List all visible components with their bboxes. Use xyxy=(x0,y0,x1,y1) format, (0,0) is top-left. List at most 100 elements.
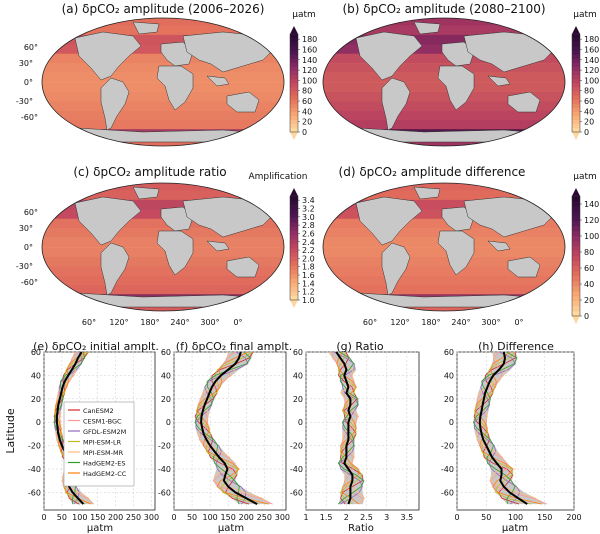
profile-panel-h: (h) Difference μatm 0 50 100 150 2006040200-… xyxy=(441,340,582,534)
colorbar-tick-label: 120 xyxy=(302,66,317,75)
colorbar-swatch xyxy=(572,266,580,272)
y-tick-label: -40 xyxy=(28,465,41,474)
colorbar-swatch xyxy=(290,291,298,296)
ocean-band xyxy=(323,91,565,102)
y-tick-label: -40 xyxy=(290,465,303,474)
map-panel-b: (b) δpCO₂ amplitude (2080–2100) 020 40608… xyxy=(322,2,599,147)
colorbar-swatch xyxy=(290,261,298,266)
continents xyxy=(42,186,276,308)
colorbar-tick-label: 140 xyxy=(584,56,599,65)
x-tick-label: 100 xyxy=(508,513,523,522)
colorbar-swatch xyxy=(572,256,580,262)
y-tick-label: 40 xyxy=(293,371,303,380)
x-tick-label: 0 xyxy=(454,513,459,522)
colorbar-tick-label: 1.4 xyxy=(302,279,315,288)
lat-tick: 60° xyxy=(24,43,38,52)
ocean-band xyxy=(42,275,284,286)
colorbar-swatch xyxy=(290,213,298,218)
x-axis-label: Ratio xyxy=(348,523,374,534)
lon-tick: 180° xyxy=(140,318,159,327)
colorbar-swatch xyxy=(290,217,298,223)
colorbar-swatch xyxy=(290,91,298,96)
y-tick-label: 20 xyxy=(293,395,303,404)
lon-tick: 240° xyxy=(170,318,189,327)
ocean-band xyxy=(323,82,565,92)
map-globe xyxy=(323,18,565,146)
x-axis-label: μatm xyxy=(218,523,244,534)
y-tick-label: -60 xyxy=(441,488,454,497)
colorbar-tick-label: 120 xyxy=(584,216,599,225)
ocean-band xyxy=(323,53,565,64)
colorbar-swatch xyxy=(290,46,298,51)
colorbar-swatch xyxy=(290,74,298,80)
profile-panel-g: (g) Ratio Ratio 1 1.5 2 2.5 3 3.5 60 40 20 0 -20 -4… xyxy=(290,340,420,534)
y-tick-label: -20 xyxy=(158,442,171,451)
lon-tick: 120° xyxy=(109,318,128,327)
colorbar-tick-label: 180 xyxy=(302,35,317,44)
globe-outline xyxy=(322,17,566,147)
colorbar-swatch xyxy=(572,83,580,88)
colorbar-tick-label: 2.4 xyxy=(302,238,315,247)
colorbar-swatch xyxy=(572,42,580,47)
colorbar-swatch xyxy=(290,278,298,283)
legend-item: HadGEM2-CC xyxy=(83,470,127,478)
ensemble-spread xyxy=(328,352,365,505)
colorbar-swatch xyxy=(290,66,298,72)
lat-tick: 0° xyxy=(24,78,33,87)
colorbar-swatch xyxy=(572,38,580,43)
colorbar-tick-label: 60 xyxy=(584,264,594,273)
colorbar-tick-label: 80 xyxy=(584,248,594,257)
y-tick-label: 0 xyxy=(36,418,41,427)
colorbar-swatch xyxy=(290,256,298,262)
map-panel-a: (a) δpCO₂ amplitude (2006–2026) 60° 30° … xyxy=(16,2,317,147)
map-title: (b) δpCO₂ amplitude (2080–2100) xyxy=(342,2,545,16)
colorbar-tick-label: 1.6 xyxy=(302,271,315,280)
map-panel-d: (d) δpCO₂ amplitude difference 60° 120° … xyxy=(322,165,599,327)
globe-outline xyxy=(41,182,285,312)
colorbar-tick-label: 1.8 xyxy=(302,263,315,272)
colorbar-swatch xyxy=(572,296,580,302)
colorbar-swatch xyxy=(290,123,298,129)
colorbar-swatch xyxy=(290,95,298,100)
land-mass xyxy=(355,31,423,81)
lon-tick: 0° xyxy=(514,318,523,327)
colorbar-tick-label: 3.2 xyxy=(302,204,315,213)
colorbar-tick-label: 1.0 xyxy=(302,296,315,305)
ocean-band xyxy=(323,110,565,121)
colorbar-swatch xyxy=(290,62,298,67)
x-tick-label: 50 xyxy=(57,513,67,522)
ocean-band xyxy=(42,284,284,295)
ocean-band xyxy=(42,265,284,276)
land-mass xyxy=(206,75,230,87)
map-panel-c: (c) δpCO₂ amplitude ratio 60° 30° 0° -30… xyxy=(16,165,315,327)
colorbar-swatch xyxy=(572,246,580,252)
ocean-band xyxy=(42,199,284,210)
colorbar-swatch xyxy=(572,46,580,51)
land-mass xyxy=(100,77,130,131)
colorbar-swatch xyxy=(572,271,580,277)
x-tick-label: 300 xyxy=(275,513,290,522)
x-tick-label: 50 xyxy=(481,513,491,522)
x-axis-label: μatm xyxy=(502,523,528,534)
y-tick-label: -60 xyxy=(290,488,303,497)
land-mass xyxy=(355,196,423,246)
y-tick-label: 20 xyxy=(444,395,454,404)
profile-title: (g) Ratio xyxy=(336,340,384,353)
colorbar-tick-label: 140 xyxy=(302,56,317,65)
land-mass xyxy=(487,240,511,252)
profile-panel-f: (f) δpCO₂ final amplt. μatm 0 50 100 150 200… xyxy=(158,340,292,534)
ocean-band xyxy=(323,199,565,210)
x-tick-label: 3 xyxy=(384,513,389,522)
land-mass xyxy=(132,21,160,35)
x-tick-label: 1.5 xyxy=(320,513,333,522)
colorbar-swatch xyxy=(290,269,298,275)
y-tick-label: 0 xyxy=(298,418,303,427)
land-mass xyxy=(507,91,541,113)
colorbar-swatch xyxy=(572,54,580,59)
ocean-band xyxy=(323,183,565,191)
ocean-band xyxy=(323,284,565,295)
colorbar-swatch xyxy=(572,281,580,287)
colorbar-tick-label: 2.0 xyxy=(302,254,315,263)
continents xyxy=(42,21,276,143)
colorbar-swatch xyxy=(572,201,580,207)
